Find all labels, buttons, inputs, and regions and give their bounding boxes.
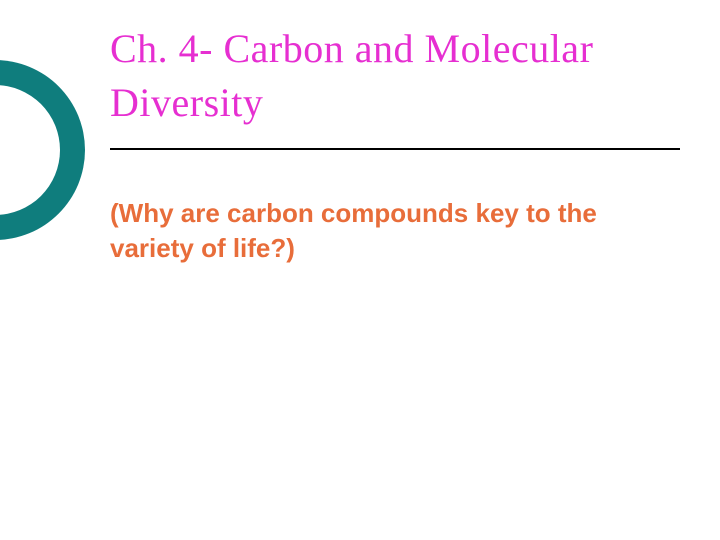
ring-decoration xyxy=(0,60,85,240)
title-divider xyxy=(110,148,680,150)
slide-title: Ch. 4- Carbon and Molecular Diversity xyxy=(110,22,680,130)
slide-subtitle: (Why are carbon compounds key to the var… xyxy=(110,196,680,266)
slide-content: Ch. 4- Carbon and Molecular Diversity (W… xyxy=(110,22,680,266)
